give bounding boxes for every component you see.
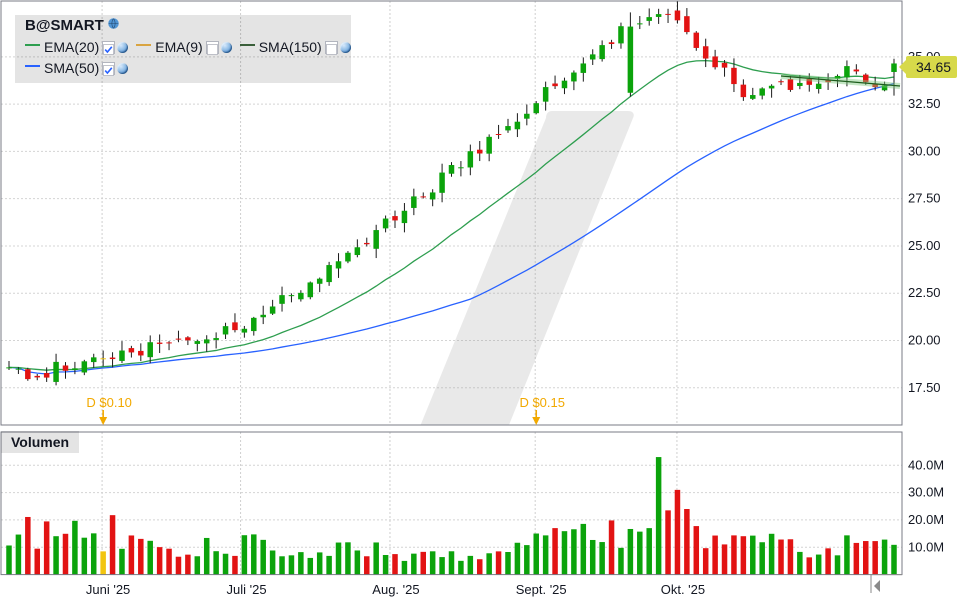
svg-text:22.50: 22.50 — [908, 285, 941, 300]
svg-text:Okt. '25: Okt. '25 — [661, 582, 705, 597]
svg-text:D $0.15: D $0.15 — [519, 395, 565, 410]
svg-text:Aug. '25: Aug. '25 — [372, 582, 419, 597]
svg-text:25.00: 25.00 — [908, 238, 941, 253]
svg-text:17.50: 17.50 — [908, 380, 941, 395]
svg-text:Juli '25: Juli '25 — [227, 582, 267, 597]
svg-text:D $0.10: D $0.10 — [86, 395, 132, 410]
svg-text:30.0M: 30.0M — [908, 485, 944, 500]
svg-text:20.0M: 20.0M — [908, 512, 944, 527]
svg-text:10.0M: 10.0M — [908, 539, 944, 554]
svg-text:Sept. '25: Sept. '25 — [516, 582, 567, 597]
svg-text:27.50: 27.50 — [908, 191, 941, 206]
svg-text:20.00: 20.00 — [908, 333, 941, 348]
svg-text:Juni '25: Juni '25 — [86, 582, 130, 597]
svg-text:32.50: 32.50 — [908, 96, 941, 111]
svg-text:40.0M: 40.0M — [908, 457, 944, 472]
svg-text:30.00: 30.00 — [908, 143, 941, 158]
